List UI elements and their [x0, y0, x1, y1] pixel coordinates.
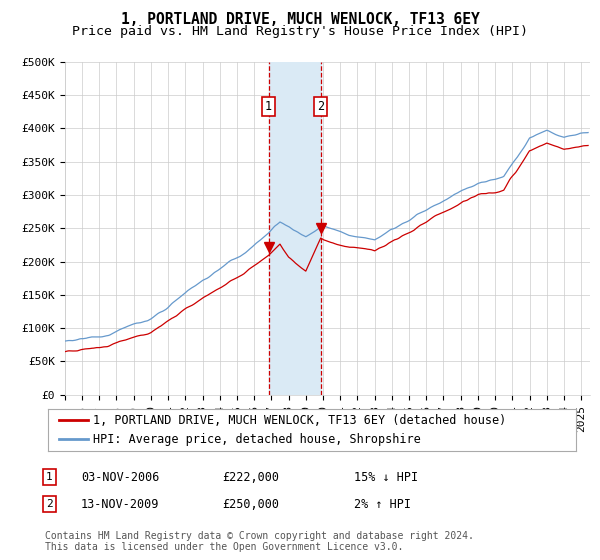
Text: Price paid vs. HM Land Registry's House Price Index (HPI): Price paid vs. HM Land Registry's House … [72, 25, 528, 38]
Text: 15% ↓ HPI: 15% ↓ HPI [354, 470, 418, 484]
Bar [269, 62, 321, 395]
Text: 1: 1 [265, 100, 272, 113]
Text: 2% ↑ HPI: 2% ↑ HPI [354, 497, 411, 511]
Text: Contains HM Land Registry data © Crown copyright and database right 2024.
This d: Contains HM Land Registry data © Crown c… [45, 531, 474, 553]
Text: 1, PORTLAND DRIVE, MUCH WENLOCK, TF13 6EY: 1, PORTLAND DRIVE, MUCH WENLOCK, TF13 6E… [121, 12, 479, 27]
Text: HPI: Average price, detached house, Shropshire: HPI: Average price, detached house, Shro… [93, 433, 421, 446]
Text: £222,000: £222,000 [222, 470, 279, 484]
Text: 13-NOV-2009: 13-NOV-2009 [81, 497, 160, 511]
Text: 1, PORTLAND DRIVE, MUCH WENLOCK, TF13 6EY (detached house): 1, PORTLAND DRIVE, MUCH WENLOCK, TF13 6E… [93, 414, 506, 427]
Text: 2: 2 [317, 100, 325, 113]
Text: £250,000: £250,000 [222, 497, 279, 511]
Text: 03-NOV-2006: 03-NOV-2006 [81, 470, 160, 484]
Text: 1: 1 [46, 472, 53, 482]
Text: 2: 2 [46, 499, 53, 509]
